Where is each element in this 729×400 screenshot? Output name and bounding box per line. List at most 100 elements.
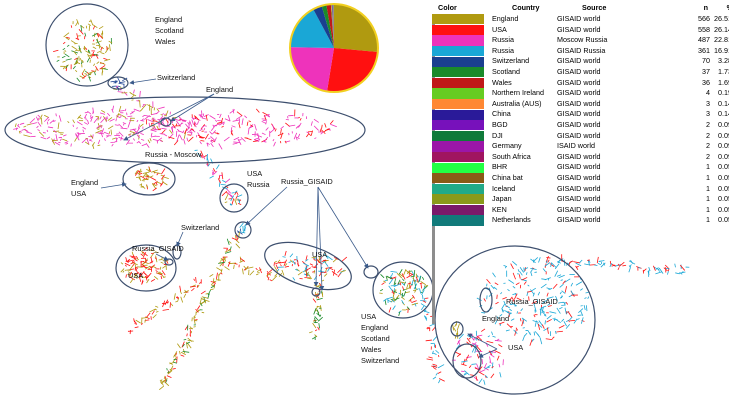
legend-source: ISAID world [557,141,595,151]
label-england-right: England [482,314,509,323]
legend-pct: 0.14 [718,98,729,108]
legend-source: GISAID world [557,172,601,182]
legend-country: DJI [492,130,503,140]
pie-slice [332,4,334,48]
pie-slice [331,4,334,48]
legend-source: GISAID world [557,98,601,108]
legend-row: DJI GISAID world 2 0.09 [432,131,729,142]
legend-country: BHR [492,162,508,172]
tree-branches [13,19,690,391]
legend-color-swatch [432,67,484,78]
label-usa-russia-2: Russia [247,180,270,189]
legend-country: Russia [492,35,514,45]
legend-country: Northern Ireland [492,88,544,98]
legend-row: BHR GISAID world 1 0.05 [432,162,729,173]
pie-slice [326,4,334,49]
legend-pct: 0.05 [718,215,729,225]
legend-source: GISAID world [557,183,601,193]
legend-pct: 0.09 [718,151,729,161]
pie-slice [331,4,334,49]
legend-country: USA [492,24,507,34]
pie-slice [326,48,378,92]
legend-color-swatch [432,98,484,110]
legend-row: Switzerland GISAID world 70 3.28 [432,56,729,67]
legend-color-swatch [432,151,484,163]
legend-table: Color Country Source n % England GISAID w… [432,3,729,226]
legend-country: Japan [492,194,512,204]
legend-header-pct: % [712,3,729,14]
pie-slice [334,4,378,53]
legend-source: Moscow Russia [557,35,608,45]
legend-n: 70 [702,56,710,66]
legend-color-swatch [432,35,484,46]
legend-header-n: n [703,3,708,12]
legend-color-swatch [432,45,484,57]
legend-pct: 3.28 [718,56,729,66]
legend-row: Scotland GISAID world 37 1.73 [432,67,729,78]
legend-pct: 16.91 [714,45,729,55]
pie-slice [332,4,334,49]
legend-source: GISAID world [557,215,601,225]
cluster-left-small [164,258,174,266]
legend-country: Iceland [492,183,516,193]
arrow-russia-gisaid-mid [245,186,288,226]
legend-row: Japan GISAID world 1 0.05 [432,194,729,205]
legend-country: KEN [492,204,507,214]
label-england-usa-2: USA [71,189,86,198]
legend-n: 37 [702,66,710,76]
label-top-wales: Wales [155,37,176,46]
legend-pct: 0.09 [718,130,729,140]
label-england-top: England [206,85,233,94]
legend-source: GISAID world [557,14,601,23]
legend-color-swatch [432,120,484,131]
legend-n: 2 [706,151,710,161]
legend-n: 2 [706,130,710,140]
label-usa-center: USA [312,250,327,259]
pie-slice [330,4,334,48]
cluster-usa-russia [219,183,249,213]
arrow-usa-right-2 [478,348,498,358]
legend-pct: 1.69 [718,77,729,87]
cluster-usa-center [264,241,352,291]
legend-n: 1 [706,194,710,204]
legend-color-swatch [432,173,484,184]
legend-row: Wales GISAID world 36 1.69 [432,78,729,89]
legend-header-color: Color [438,3,457,12]
legend-source: GISAID world [557,77,601,87]
country-pie-chart [289,3,379,93]
pie-slice [321,4,334,48]
legend-source: GISAID world [557,109,601,119]
label-multi-usa: USA [361,312,376,321]
pie-outline [289,3,379,93]
legend-n: 3 [706,98,710,108]
arrow-england-top-2 [123,93,215,141]
arrow-russia-gisaid-mid-4 [317,186,369,269]
legend-n: 361 [698,45,710,55]
legend-row: Germany ISAID world 2 0.09 [432,141,729,152]
label-multi-scotland: Scotland [361,334,390,343]
label-multi-england: England [361,323,388,332]
legend-source: GISAID world [557,66,601,76]
legend-country: Germany [492,141,522,151]
legend-n: 1 [706,162,710,172]
legend-row: South Africa GISAID world 2 0.09 [432,152,729,163]
label-russia-moscow: Russia - Moscow [145,150,202,159]
legend-pct: 0.05 [718,204,729,214]
cluster-mid-small [234,221,252,239]
legend-country: Netherlands [492,215,531,225]
legend-source: GISAID Russia [557,45,606,55]
legend-row: Northern Ireland GISAID world 4 0.19 [432,88,729,99]
legend-source: GISAID world [557,119,601,129]
legend-color-swatch [432,24,484,35]
label-multi-wales: Wales [361,345,382,354]
cluster-center-small [363,265,379,279]
arrow-england-top-1 [170,93,215,122]
label-multi-switzerland: Switzerland [361,356,399,365]
legend-pct: 0.05 [718,172,729,182]
cluster-right-russia-small [479,287,493,313]
arrow-usa-right-1 [467,333,498,350]
legend-row: China bat GISAID world 1 0.05 [432,173,729,184]
legend-row: BGD GISAID world 2 0.09 [432,120,729,131]
label-switzerland-top: Switzerland [157,73,195,82]
